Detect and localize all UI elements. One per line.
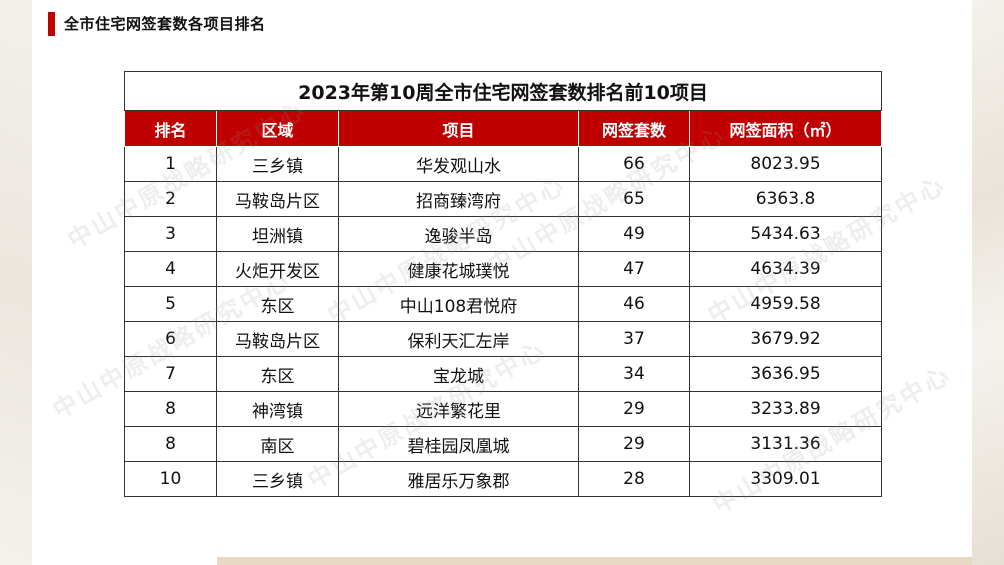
cell-rank: 10 — [124, 461, 217, 497]
table-row: 7 东区 宝龙城 34 3636.95 — [124, 356, 883, 392]
cell-units: 28 — [578, 461, 690, 497]
ranking-table-container: 2023年第10周全市住宅网签套数排名前10项目 排名 区域 项目 网签套数 网… — [123, 71, 883, 497]
cell-project: 华发观山水 — [338, 146, 579, 182]
cell-units: 49 — [578, 216, 690, 252]
cell-units: 47 — [578, 251, 690, 287]
table-row: 8 南区 碧桂园凤凰城 29 3131.36 — [124, 426, 883, 462]
cell-rank: 2 — [124, 181, 217, 217]
cell-project: 招商臻湾府 — [338, 181, 579, 217]
cell-area: 3309.01 — [688, 461, 883, 497]
cell-area: 4634.39 — [688, 251, 883, 287]
bottom-accent-bar — [217, 557, 972, 565]
table-row: 6 马鞍岛片区 保利天汇左岸 37 3679.92 — [124, 321, 883, 357]
cell-district: 马鞍岛片区 — [216, 181, 339, 217]
table-row: 5 东区 中山108君悦府 46 4959.58 — [124, 286, 883, 322]
cell-district: 马鞍岛片区 — [216, 321, 339, 357]
cell-district: 三乡镇 — [216, 146, 339, 182]
cell-project: 健康花城璞悦 — [338, 251, 579, 287]
table-row: 1 三乡镇 华发观山水 66 8023.95 — [124, 146, 883, 182]
cell-district: 三乡镇 — [216, 461, 339, 497]
cell-units: 29 — [578, 391, 690, 427]
cell-project: 雅居乐万象郡 — [338, 461, 579, 497]
column-header-units: 网签套数 — [578, 110, 690, 147]
cell-units: 34 — [578, 356, 690, 392]
column-header-rank: 排名 — [124, 110, 217, 147]
cell-units: 46 — [578, 286, 690, 322]
cell-district: 火炬开发区 — [216, 251, 339, 287]
cell-project: 逸骏半岛 — [338, 216, 579, 252]
cell-district: 东区 — [216, 356, 339, 392]
cell-project: 宝龙城 — [338, 356, 579, 392]
table-caption: 2023年第10周全市住宅网签套数排名前10项目 — [123, 71, 883, 111]
cell-district: 坦洲镇 — [216, 216, 339, 252]
table-row: 3 坦洲镇 逸骏半岛 49 5434.63 — [124, 216, 883, 252]
right-decorative-border — [972, 0, 1004, 565]
cell-units: 65 — [578, 181, 690, 217]
cell-rank: 1 — [124, 146, 217, 182]
cell-project: 远洋繁花里 — [338, 391, 579, 427]
cell-rank: 3 — [124, 216, 217, 252]
header-accent-bar — [48, 12, 55, 36]
cell-units: 29 — [578, 426, 690, 462]
cell-project: 碧桂园凤凰城 — [338, 426, 579, 462]
column-header-area: 网签面积（㎡） — [688, 110, 883, 147]
table-row: 4 火炬开发区 健康花城璞悦 47 4634.39 — [124, 251, 883, 287]
page-title: 全市住宅网签套数各项目排名 — [64, 15, 266, 33]
table-row: 10 三乡镇 雅居乐万象郡 28 3309.01 — [124, 461, 883, 497]
column-header-district: 区域 — [216, 110, 339, 147]
cell-units: 37 — [578, 321, 690, 357]
cell-rank: 7 — [124, 356, 217, 392]
cell-rank: 6 — [124, 321, 217, 357]
cell-rank: 8 — [124, 391, 217, 427]
cell-area: 3233.89 — [688, 391, 883, 427]
cell-area: 6363.8 — [688, 181, 883, 217]
cell-district: 神湾镇 — [216, 391, 339, 427]
cell-area: 3131.36 — [688, 426, 883, 462]
ranking-table: 2023年第10周全市住宅网签套数排名前10项目 排名 区域 项目 网签套数 网… — [123, 71, 883, 497]
cell-project: 中山108君悦府 — [338, 286, 579, 322]
table-row: 2 马鞍岛片区 招商臻湾府 65 6363.8 — [124, 181, 883, 217]
cell-district: 东区 — [216, 286, 339, 322]
cell-area: 5434.63 — [688, 216, 883, 252]
table-row: 8 神湾镇 远洋繁花里 29 3233.89 — [124, 391, 883, 427]
left-decorative-border — [0, 0, 32, 565]
cell-project: 保利天汇左岸 — [338, 321, 579, 357]
cell-area: 3636.95 — [688, 356, 883, 392]
cell-area: 3679.92 — [688, 321, 883, 357]
column-header-project: 项目 — [338, 110, 579, 147]
cell-rank: 8 — [124, 426, 217, 462]
cell-units: 66 — [578, 146, 690, 182]
cell-rank: 5 — [124, 286, 217, 322]
cell-rank: 4 — [124, 251, 217, 287]
cell-district: 南区 — [216, 426, 339, 462]
cell-area: 4959.58 — [688, 286, 883, 322]
cell-area: 8023.95 — [688, 146, 883, 182]
